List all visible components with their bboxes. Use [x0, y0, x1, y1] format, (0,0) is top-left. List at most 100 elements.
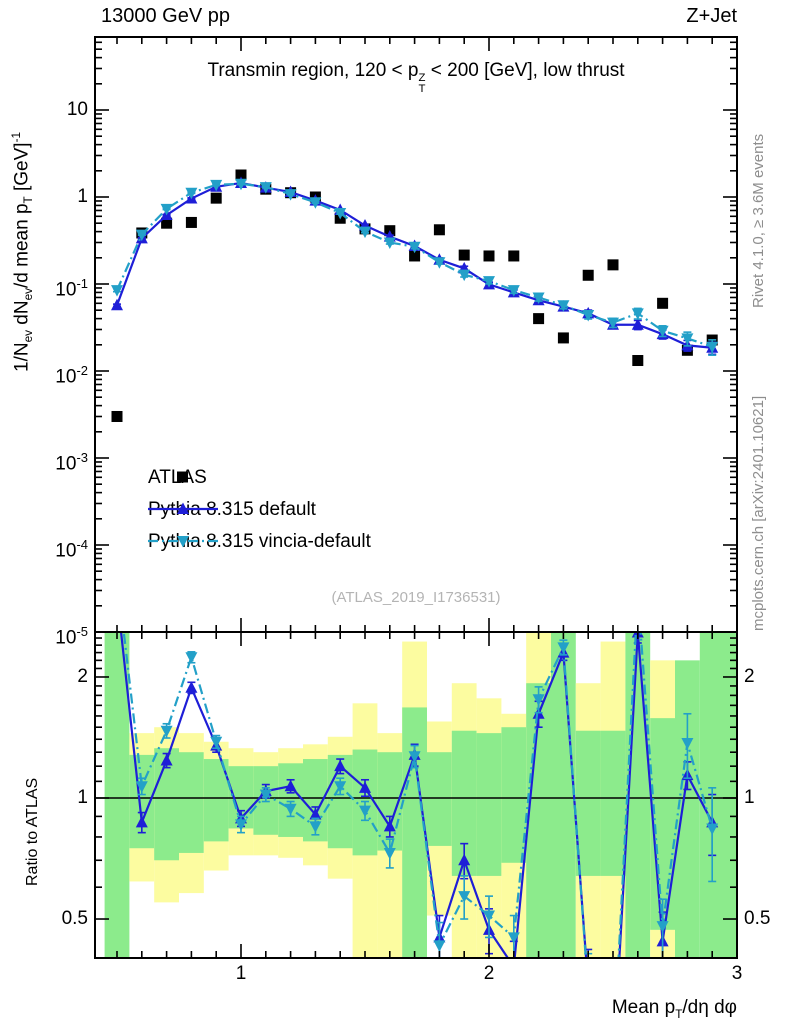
- marker-square: [657, 297, 669, 309]
- band-green: [526, 683, 551, 958]
- marker-square: [111, 410, 123, 422]
- axis-ticks: [95, 37, 738, 959]
- marker-triangle-down: [631, 308, 644, 320]
- marker-triangle-down: [507, 932, 520, 944]
- marker-square: [458, 249, 470, 261]
- marker-triangle-up: [135, 815, 148, 828]
- band-green: [476, 733, 502, 876]
- marker-triangle-up: [185, 681, 198, 693]
- marker-triangle-down: [532, 694, 545, 706]
- ratio-y-tick-label-right: 0.5: [744, 908, 771, 929]
- marker-triangle-down: [111, 285, 123, 297]
- marker-triangle-down: [259, 789, 272, 802]
- band-green: [650, 718, 675, 930]
- marker-square: [582, 269, 594, 281]
- legend-marker-pythia-vincia: [148, 536, 218, 548]
- marker-triangle-down: [458, 269, 471, 282]
- x-tick-label: 1: [235, 963, 247, 984]
- marker-triangle-down: [706, 341, 719, 354]
- legend-sample-triangle-up: [177, 502, 189, 514]
- legend-marker-atlas: [177, 471, 188, 483]
- marker-triangle-down: [433, 257, 446, 269]
- legend-item-atlas: ATLAS: [148, 466, 207, 490]
- band-green: [427, 752, 452, 846]
- marker-square: [607, 259, 619, 271]
- series-pythia-8-315-default: [111, 176, 719, 356]
- marker-square: [210, 192, 222, 204]
- marker-triangle-up: [111, 298, 123, 311]
- marker-triangle-down: [284, 803, 297, 816]
- x-tick-label: 2: [483, 963, 495, 984]
- marker-triangle-up: [334, 759, 347, 772]
- marker-square: [533, 313, 545, 325]
- marker-square: [508, 250, 520, 262]
- header-beam-energy: 13000 GeV pp: [101, 5, 230, 27]
- mcplots-arxiv-note: mcplots.cern.ch [arXiv:2401.10621]: [750, 395, 767, 631]
- marker-triangle-down: [483, 276, 495, 288]
- main-y-tick-label: 10-2: [55, 363, 88, 388]
- ratio-y-tick-label-right: 1: [744, 787, 755, 808]
- marker-triangle-down: [507, 285, 520, 297]
- main-y-tick-label: 10-4: [55, 537, 88, 562]
- legend-marker-pythia-default: [148, 502, 218, 514]
- ratio-y-tick-label-right: 2: [744, 665, 755, 687]
- analysis-watermark: (ATLAS_2019_I1736531): [331, 589, 501, 606]
- marker-triangle-up: [631, 318, 644, 330]
- marker-triangle-down: [656, 921, 669, 933]
- marker-triangle-down: [160, 203, 173, 216]
- marker-triangle-down: [383, 237, 396, 249]
- marker-triangle-down: [359, 226, 371, 239]
- band-green: [675, 660, 700, 958]
- marker-triangle-down: [210, 179, 223, 192]
- x-axis-label: Mean pT/dη dφ: [611, 997, 737, 1021]
- marker-triangle-down: [334, 781, 347, 793]
- marker-square: [185, 216, 197, 228]
- marker-triangle-down: [309, 821, 322, 833]
- marker-triangle-down: [135, 229, 148, 242]
- band-green: [179, 752, 204, 853]
- band-green: [104, 632, 130, 958]
- marker-triangle-down: [160, 725, 173, 738]
- marker-triangle-down: [359, 805, 371, 818]
- marker-triangle-up: [359, 781, 371, 793]
- marker-square: [235, 169, 247, 181]
- marker-triangle-down: [607, 317, 619, 330]
- band-green: [551, 632, 576, 958]
- legend-label-pythia-vincia: Pythia 8.315 vincia-default: [148, 531, 371, 552]
- marker-triangle-down: [433, 940, 446, 952]
- marker-triangle-up: [582, 980, 594, 992]
- marker-triangle-down: [532, 292, 545, 304]
- rivet-version-note: Rivet 4.1.0, ≥ 3.6M events: [750, 133, 767, 308]
- marker-triangle-down: [185, 187, 198, 200]
- series-atlas: [111, 169, 718, 422]
- marker-triangle-up: [508, 960, 520, 972]
- header-process: Z+Jet: [686, 5, 737, 27]
- ratio-y-tick-label-left: 2: [77, 665, 88, 687]
- series-pythia-8-315-vincia-default: [111, 178, 719, 356]
- main-y-tick-label: 10-5: [55, 624, 88, 649]
- legend-sample-square: [177, 471, 188, 483]
- main-y-tick-label: 1: [77, 186, 88, 207]
- series-line: [115, 182, 713, 348]
- marker-triangle-down: [235, 819, 247, 831]
- marker-triangle-up: [309, 807, 322, 820]
- marker-triangle-up: [458, 853, 471, 866]
- legend-sample-triangle-down: [177, 536, 189, 548]
- x-tick-label: 3: [731, 963, 743, 984]
- marker-square: [409, 250, 421, 262]
- marker-square: [557, 332, 569, 344]
- marker-triangle-down: [309, 197, 322, 209]
- main-y-tick-label: 10: [66, 99, 88, 120]
- main-y-tick-label: 10-3: [55, 450, 88, 475]
- band-green: [278, 763, 303, 837]
- series-line: [115, 181, 713, 349]
- marker-triangle-up: [284, 779, 297, 792]
- band-green: [575, 730, 601, 876]
- marker-triangle-down: [706, 823, 719, 835]
- marker-triangle-up: [383, 819, 396, 832]
- marker-square: [433, 224, 445, 236]
- marker-triangle-down: [210, 736, 223, 749]
- marker-triangle-down: [259, 182, 272, 194]
